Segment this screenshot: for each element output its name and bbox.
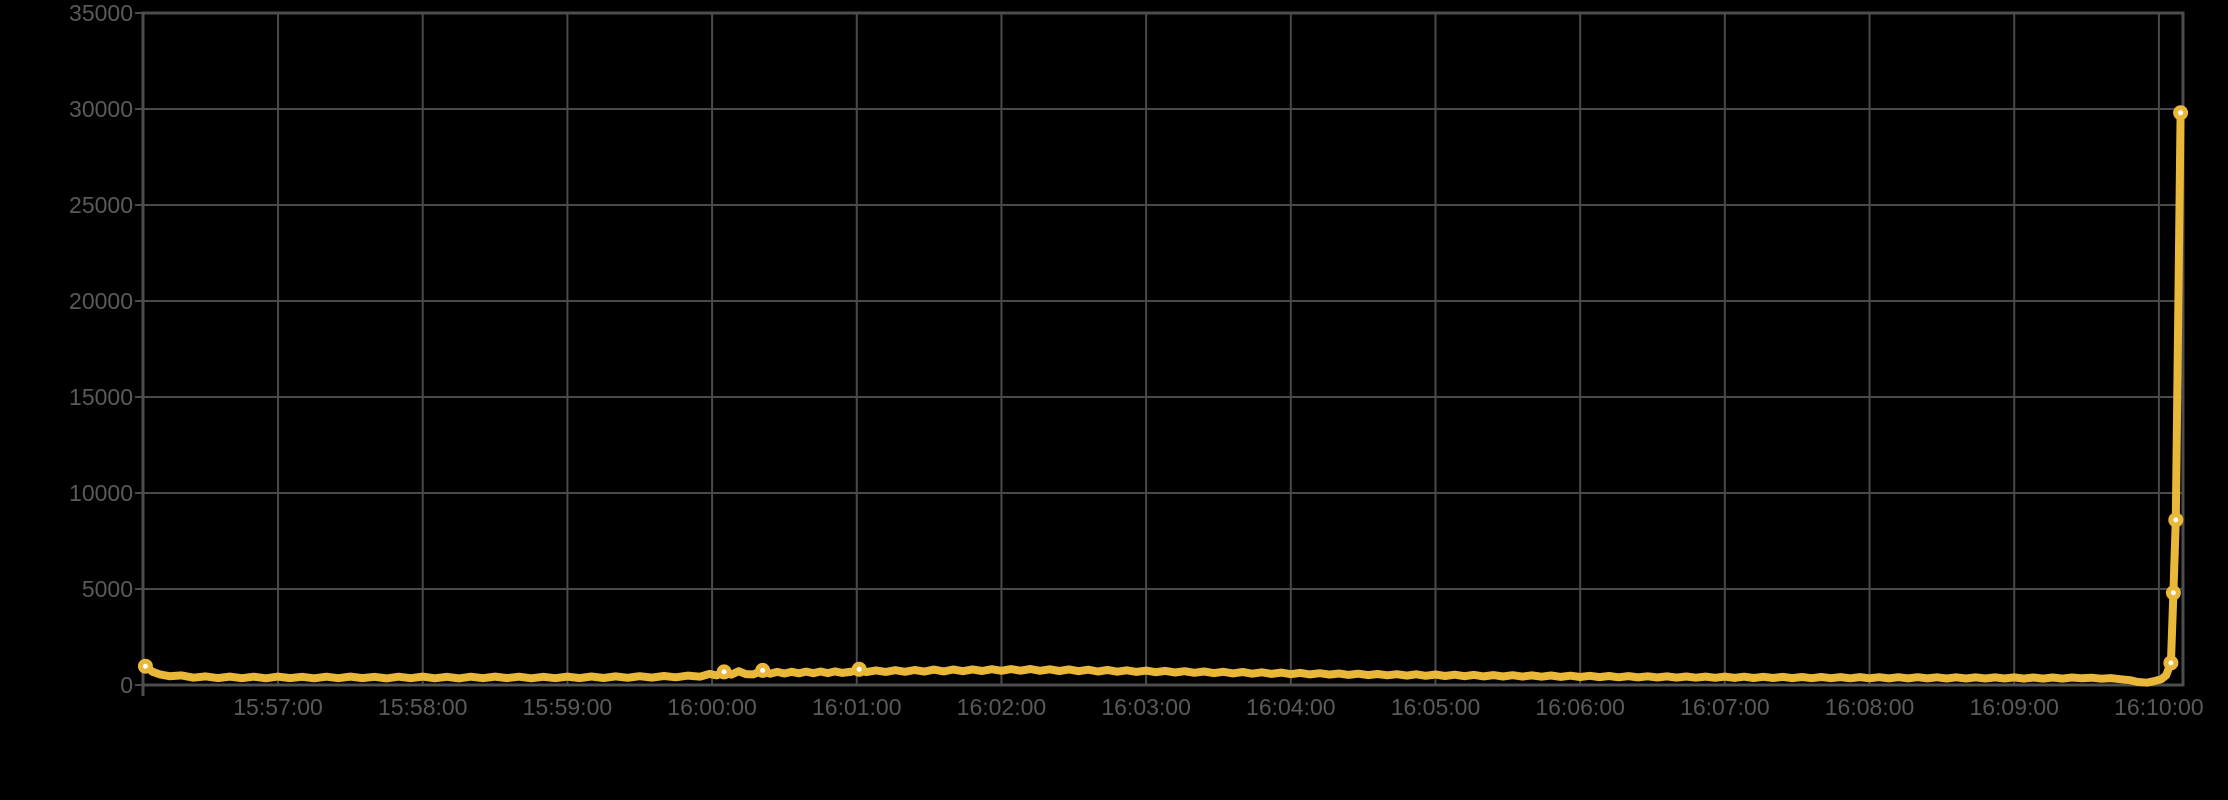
y-axis-label: 0 (120, 672, 133, 698)
y-axis-label: 35000 (69, 0, 133, 26)
x-axis-label: 15:58:00 (377, 694, 468, 720)
plot-border (141, 11, 2185, 687)
data-point-marker[interactable] (716, 664, 732, 680)
y-axis-label: 15000 (69, 384, 133, 410)
y-axis-label: 10000 (69, 480, 133, 506)
x-axis-label: 16:09:00 (1969, 694, 2059, 720)
data-point-marker[interactable] (2165, 585, 2181, 601)
x-axis-label: 15:59:00 (522, 694, 613, 720)
data-point-marker[interactable] (851, 661, 867, 677)
x-axis-label: 16:07:00 (1680, 694, 1770, 720)
y-axis-label: 30000 (69, 96, 133, 122)
data-point-marker[interactable] (137, 658, 153, 674)
x-axis-label: 16:03:00 (1101, 694, 1191, 720)
y-axis-label: 20000 (69, 288, 133, 314)
x-axis-label: 15:57:00 (233, 694, 323, 720)
y-axis-label: 25000 (69, 192, 133, 218)
x-axis-label: 16:04:00 (1246, 694, 1336, 720)
x-axis-label: 16:02:00 (956, 694, 1047, 720)
x-axis-label: 16:10:00 (2114, 694, 2204, 720)
x-axis-label: 16:06:00 (1535, 694, 1625, 720)
data-point-marker[interactable] (755, 662, 771, 678)
y-axis-label: 5000 (81, 576, 133, 602)
x-axis-label: 16:01:00 (811, 694, 902, 720)
data-point-marker[interactable] (2168, 512, 2184, 528)
data-point-marker[interactable] (2163, 655, 2179, 671)
data-point-marker[interactable] (2173, 105, 2189, 121)
series-line (141, 108, 2185, 687)
x-axis-label: 16:05:00 (1390, 694, 1481, 720)
x-axis-label: 16:00:00 (667, 694, 757, 720)
x-axis-label: 16:08:00 (1824, 694, 1915, 720)
